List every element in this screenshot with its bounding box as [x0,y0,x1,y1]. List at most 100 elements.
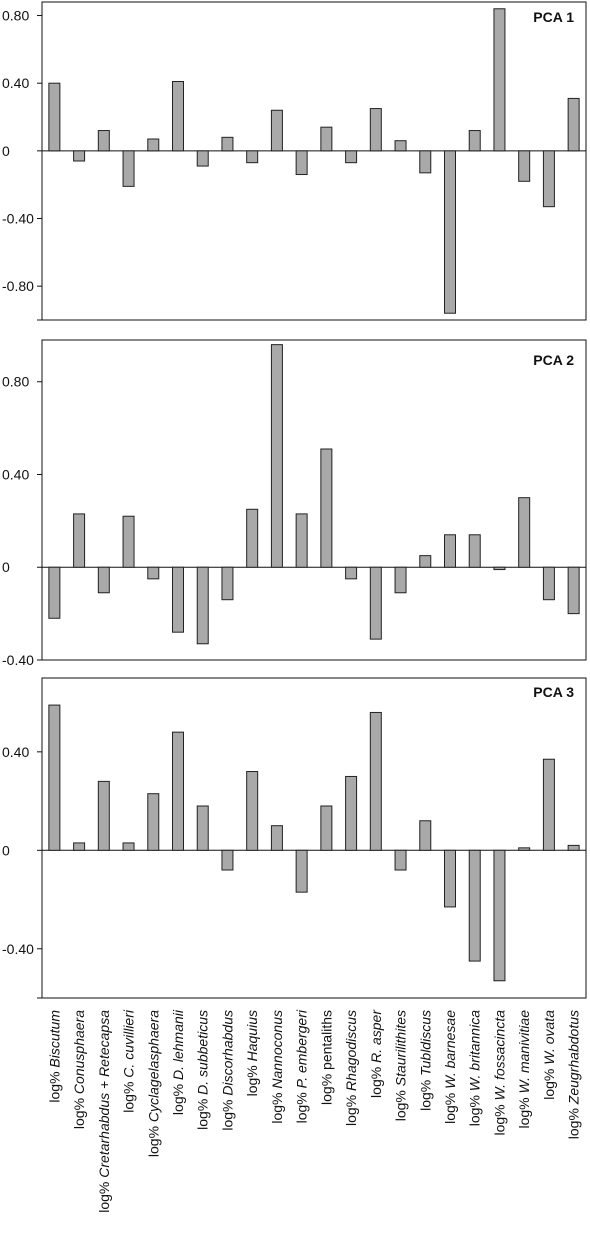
x-tick-label: log% C. cuvillieri [121,1009,137,1113]
bar-w-manivitiae [518,847,531,851]
y-tick-label: 0.80 [2,8,29,24]
bar-staurilithites [394,566,407,594]
panel-frame [41,339,587,661]
bar-p-embergeri [295,849,308,893]
x-tick-label: log% pentaliths [318,1010,334,1105]
bar-rhagodiscus [345,566,358,580]
bar-discorhabdus [221,136,234,152]
bar-discorhabdus [221,566,234,601]
bar-d-lehmanii [172,731,184,851]
bar-d-lehmanii [172,566,184,633]
panel-title: PCA 2 [533,352,574,368]
bar-w-manivitiae [518,150,531,182]
x-tick-label: log% Tubldiscus [417,1010,433,1111]
bar-w-britannica [468,130,481,152]
bar-discorhabdus [221,849,234,871]
bar-nannoconus [270,825,283,851]
x-tick-label: log% W. manivitiae [516,1010,532,1129]
bar-d-subbeticus [196,150,209,167]
x-tick-label: log% W. britannica [467,1010,483,1126]
x-tick-label: log% W. ovata [541,1010,557,1100]
bar-zeugrhabdotus [567,566,580,615]
x-tick-label: log% R. asper [368,1009,384,1098]
y-tick-label: 0 [2,842,10,858]
bar-cretarhabdus-retecapsa [97,566,110,594]
bar-haquius [246,150,259,164]
bar-pentaliths [320,126,333,152]
y-tick-label: -0.40 [2,652,34,668]
y-tick-label: -0.80 [2,278,34,294]
y-tick-label: -0.40 [2,941,34,957]
bar-nannoconus [270,109,283,152]
bar-tubldiscus [419,555,432,568]
x-tick-label: log% Nannoconus [269,1010,285,1124]
pca-panel-2: 0.80 0.40 0 -0.40 PCA 2 [2,339,587,668]
bar-w-ovata [542,758,555,851]
panel-frame [41,677,587,999]
bar-tubldiscus [419,820,432,851]
x-tick-label: log% Conusphaera [71,1010,87,1129]
bar-pentaliths [320,805,333,851]
bar-p-embergeri [295,150,308,176]
x-tick-label: log% D. lehmanii [170,1009,186,1115]
pca-panel-1: 0.80 0.40 0 -0.40 -0.80 PCA 1 [2,1,587,321]
bar-nannoconus [270,344,283,568]
pca-panel-3: 0.40 0 -0.40 PCA 3 [2,677,587,999]
x-tick-label: log% D. subbeticus [195,1010,211,1130]
y-tick-label: 0.40 [2,744,29,760]
y-tick-label: 0.80 [2,374,29,390]
y-tick-label: 0.40 [2,75,29,91]
bar-w-barnesae [444,849,456,908]
bar-pentaliths [320,448,333,568]
bar-r-asper [369,566,382,640]
bar-staurilithites [394,140,407,152]
bar-haquius [246,771,259,851]
x-tick-label: log% Zeugrhabdotus [566,1010,582,1139]
x-tick-label: log% Biscutum [46,1010,62,1103]
bar-conusphaera [73,513,86,568]
bar-w-barnesae [444,534,456,568]
bar-c-cuvillieri [122,842,135,851]
bar-w-barnesae [444,150,456,314]
x-tick-label: log% Cretarhabdus + Retecapsa [96,1010,112,1213]
bar-tubldiscus [419,150,432,174]
bar-staurilithites [394,849,407,871]
bar-c-cuvillieri [122,150,135,187]
bar-zeugrhabdotus [567,844,580,851]
panel-title: PCA 1 [533,9,574,25]
y-tick-label: 0 [2,559,10,575]
bar-rhagodiscus [345,150,358,164]
bar-r-asper [369,108,382,152]
bar-w-fossacincta [493,566,506,571]
bar-cyclagelasphaera [147,566,160,580]
bar-w-britannica [468,534,481,568]
bar-r-asper [369,711,382,851]
x-tick-label: log% W. barnesae [442,1010,458,1124]
bar-w-fossacincta [493,8,506,152]
bar-conusphaera [73,842,86,851]
bar-w-ovata [542,566,555,601]
bar-w-ovata [542,150,555,208]
panel-title: PCA 3 [533,684,574,700]
bar-biscutum [48,704,61,851]
bar-biscutum [48,82,61,152]
y-tick-label: -0.40 [2,211,34,227]
bar-haquius [246,508,259,568]
bar-zeugrhabdotus [567,97,580,152]
x-tick-label: log% P. embergeri [294,1009,310,1123]
bar-d-subbeticus [196,566,209,645]
bar-w-fossacincta [493,849,506,982]
x-tick-label: log% Cyclagelasphaera [145,1010,161,1157]
bar-w-manivitiae [518,497,531,568]
bar-w-britannica [468,849,481,962]
bar-conusphaera [73,150,86,162]
bar-biscutum [48,566,61,619]
bar-d-lehmanii [172,81,184,152]
x-tick-label: log% Discorhabdus [219,1010,235,1131]
y-tick-label: 0.40 [2,466,29,482]
y-tick-label: 0 [2,143,10,159]
bar-d-subbeticus [196,805,209,851]
bar-c-cuvillieri [122,515,135,568]
bar-cretarhabdus-retecapsa [97,780,110,851]
